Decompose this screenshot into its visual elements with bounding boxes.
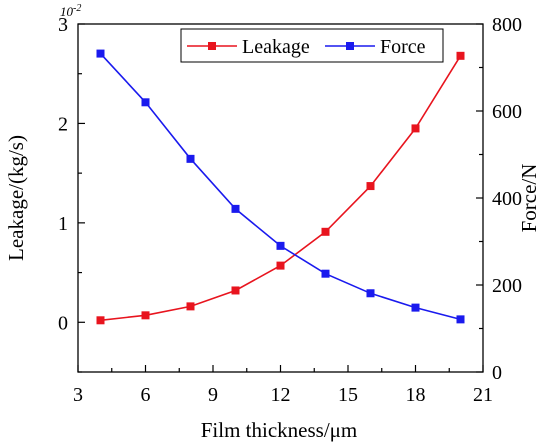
force-point <box>456 315 465 324</box>
leakage-point <box>366 182 375 191</box>
leakage-point <box>96 316 105 325</box>
right-y-axis-ticks: 0 200 400 600 800 <box>476 14 522 384</box>
right-y-tick-label: 800 <box>492 14 522 36</box>
x-tick-label: 15 <box>338 384 358 406</box>
right-y-tick-label: 400 <box>492 188 522 210</box>
force-line <box>99 53 461 321</box>
force-point <box>141 98 150 107</box>
force-point <box>96 49 105 58</box>
left-y-tick-label: 1 <box>58 213 68 235</box>
leakage-point <box>141 311 150 320</box>
force-point <box>411 303 420 312</box>
force-point <box>276 241 285 250</box>
leakage-legend-marker <box>208 42 216 50</box>
right-y-tick-label: 0 <box>492 362 502 384</box>
x-tick-label: 9 <box>208 384 218 406</box>
leakage-point <box>186 302 195 311</box>
left-y-tick-label: 3 <box>58 14 68 36</box>
leakage-point <box>276 261 285 270</box>
force-point <box>366 289 375 298</box>
leakage-point <box>321 227 330 236</box>
leakage-point <box>231 286 240 295</box>
right-y-tick-label: 200 <box>492 275 522 297</box>
x-tick-label: 12 <box>271 384 291 406</box>
x-axis-ticks: 3 6 9 12 15 18 21 <box>73 365 493 406</box>
left-y-tick-label: 2 <box>58 113 68 135</box>
right-y-tick-label: 600 <box>492 101 522 123</box>
force-point <box>231 204 240 213</box>
leakage-point <box>456 51 465 60</box>
force-legend-marker <box>346 42 354 50</box>
force-point <box>186 154 195 163</box>
left-axis-multiplier: 10-2 <box>60 3 81 19</box>
x-axis-title: Film thickness/μm <box>201 418 358 442</box>
leakage-legend-label: Leakage <box>242 36 310 58</box>
x-tick-label: 18 <box>406 384 426 406</box>
x-tick-label: 3 <box>73 384 83 406</box>
x-tick-label: 21 <box>473 384 493 406</box>
plot-border <box>77 23 484 373</box>
plot-frame <box>77 23 484 373</box>
force-legend-label: Force <box>380 36 426 58</box>
force-point <box>321 269 330 278</box>
series-layer <box>96 49 465 325</box>
left-y-axis-ticks: 0 1 2 3 <box>58 14 85 373</box>
left-y-tick-label: 0 <box>58 312 68 334</box>
leakage-line <box>100 55 462 322</box>
leakage-point <box>411 124 420 133</box>
left-y-axis-title: Leakage/(kg/s) <box>4 135 28 261</box>
x-tick-label: 6 <box>141 384 151 406</box>
legend: Leakage Force <box>180 28 444 63</box>
right-y-axis-title: Force/N <box>517 164 541 233</box>
